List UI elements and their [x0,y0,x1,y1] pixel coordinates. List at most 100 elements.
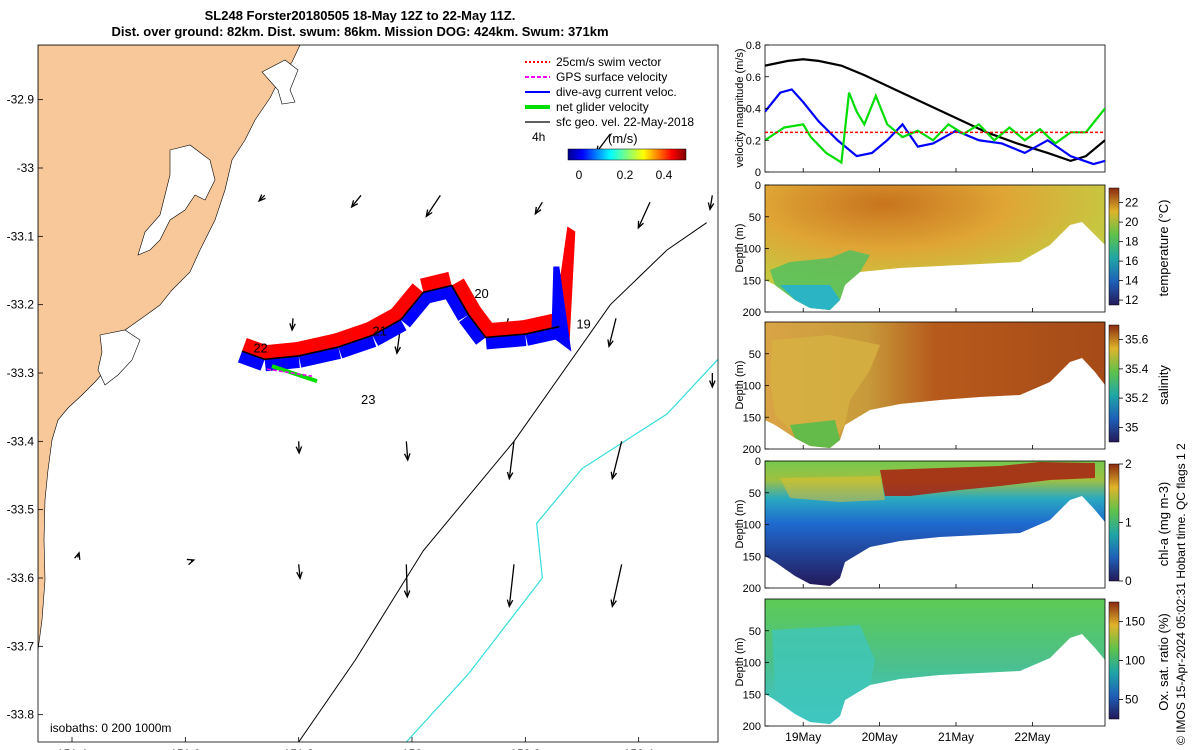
credit-text: © IMOS 15-Apr-2024 05:02:31 Hobart time.… [1174,443,1188,745]
depth-ytick-label: 200 [743,721,761,733]
swim-vector-band [522,312,560,335]
colorbar-tick-2: 0.4 [656,168,673,182]
day-label: 22 [253,341,267,356]
salinity-colorbar [1108,324,1120,443]
sfc-velocity-arrow [610,441,623,481]
legend-swim: 25cm/s swim vector [556,55,661,69]
sfc-velocity-arrow [289,318,296,332]
colorbar-tick-1: 0.2 [617,168,634,182]
cbar-tick-label: 2 [1125,457,1132,471]
salinity-cbar-label: salinity [1156,365,1171,405]
depth-ytick-label: 150 [743,412,761,424]
sfc-velocity-arrow [506,564,515,608]
depth-ytick-label: 100 [743,381,761,393]
temperature-ylabel: Depth (m) [734,224,746,273]
sfc-velocity-arrow [709,373,716,389]
cbar-tick-label: 35.6 [1125,333,1149,347]
legend-dive: dive-avg current veloc. [556,85,677,99]
dive-avg-current-band [338,335,377,359]
swim-vector-band [333,322,373,348]
swim-vector-band [365,307,401,336]
map-xtick-label: 152.4 [624,747,654,750]
velocity-series-line [765,92,1105,165]
temperature-panel: 0 50 100 150 200 12 14 16 18 20 22 Depth (m) tempe… [734,180,1171,319]
legend-sfc: sfc geo. vel. 22-May-2018 [556,115,694,129]
cbar-tick-label: 35 [1125,420,1139,434]
inlet [261,59,299,105]
velocity-ytick-label: 0.8 [746,40,761,52]
cbar-tick-label: 0 [1125,574,1132,588]
oxygen-low-zone [772,625,875,724]
map-ytick-label: -33.8 [7,708,35,722]
velocity-ylabel: velocity magnitude (m/s) [734,48,746,167]
glider-track-line [241,284,560,361]
sfc-velocity-arrow [403,564,411,599]
map-xtick-label: 151.8 [284,747,314,750]
temperature-colorbar [1108,187,1120,306]
sfc-velocity-arrow [295,441,303,455]
temperature-cold-tail [780,285,840,310]
salinity-panel: 50 100 150 200 35 35.2 35.4 35.6 Depth (m) sali… [734,321,1171,456]
cbar-tick-label: 35.4 [1125,362,1149,376]
map-ytick-label: -33.7 [7,639,35,653]
credit-stamp: © IMOS 15-Apr-2024 05:02:31 Hobart time. [1174,513,1188,745]
legend-gps: GPS surface velocity [556,70,667,84]
dive-avg-current-band-start [551,266,572,352]
cbar-tick-label: 50 [1125,693,1139,707]
oxygen-ylabel: Depth (m) [734,638,746,687]
chla-max-layer [880,462,1095,496]
cbar-tick-label: 35.2 [1125,391,1149,405]
dive-avg-current-band [298,347,341,368]
depth-ytick-label: 150 [743,689,761,701]
velocity-series-line [765,88,1105,166]
velocity-series-line [765,58,1105,163]
dive-avg-current-band [459,314,486,345]
cbar-tick-label: 22 [1125,196,1139,210]
depth-ytick-label: 150 [743,551,761,563]
depth-ytick-label: 50 [749,212,761,224]
sfc-velocity-arrow [707,195,715,211]
date-tick-label: 21May [938,730,974,744]
dive-avg-current-band [372,319,407,346]
velocity-panel: 0 0.2 0.4 0.6 0.8 velocity magnitude (m/s) [734,40,1106,179]
velocity-ytick-label: 0.6 [746,72,761,84]
swim-vector-band [389,283,424,320]
chart-title: SL248 Forster20180505 18-May 12Z to 22-M… [0,8,720,40]
chart-title-line1: SL248 Forster20180505 18-May 12Z to 22-M… [204,8,516,23]
depth-ytick-label: 0 [755,456,761,468]
dive-avg-current-band [237,351,265,371]
date-tick-label: 22May [1014,730,1050,744]
chla-cbar-label: chl-a (mg m-3) [1156,482,1171,567]
cbar-tick-label: 12 [1125,293,1139,307]
map-xtick-label: 152.2 [510,747,540,750]
colorbar-tick-0: 0 [576,168,583,182]
depth-ytick-label: 200 [743,444,761,456]
oxygen-cbar-label: Ox. sat. ratio (%) [1156,613,1171,711]
qc-note: QC flags 1 2 [1174,443,1188,510]
sfc-velocity-arrow [610,564,623,608]
swim-vector-band [242,337,270,360]
depth-ytick-label: 100 [743,244,761,256]
map-ytick-label: -33.1 [7,229,35,243]
chart-title-line2: Dist. over ground: 82km. Dist. swum: 86k… [111,24,609,39]
sfc-velocity-arrow [534,201,543,216]
cbar-tick-label: 20 [1125,215,1139,229]
dive-avg-current-band [400,292,433,328]
depth-ytick-label: 50 [749,488,761,500]
sfc-velocity-arrow [257,194,266,203]
date-tick-label: 19May [785,730,821,744]
swim-vector-band [295,333,339,356]
cbar-tick-label: 16 [1125,254,1139,268]
sfc-velocity-arrow [425,194,441,218]
map-ytick-label: -32.9 [7,93,35,107]
map-frame [37,44,719,743]
cbar-tick-label: 18 [1125,235,1139,249]
chla-panel: 0 50 100 150 200 0 1 2 Depth (m) chl-a (mg m-3) [734,456,1171,595]
map-ytick-label: -33.6 [7,571,35,585]
colorbar-units: (m/s) [608,131,638,146]
swim-vector-band [484,320,526,338]
isobaths-label: isobaths: 0 200 1000m [50,721,171,735]
chla-subsurface-band [780,476,885,502]
